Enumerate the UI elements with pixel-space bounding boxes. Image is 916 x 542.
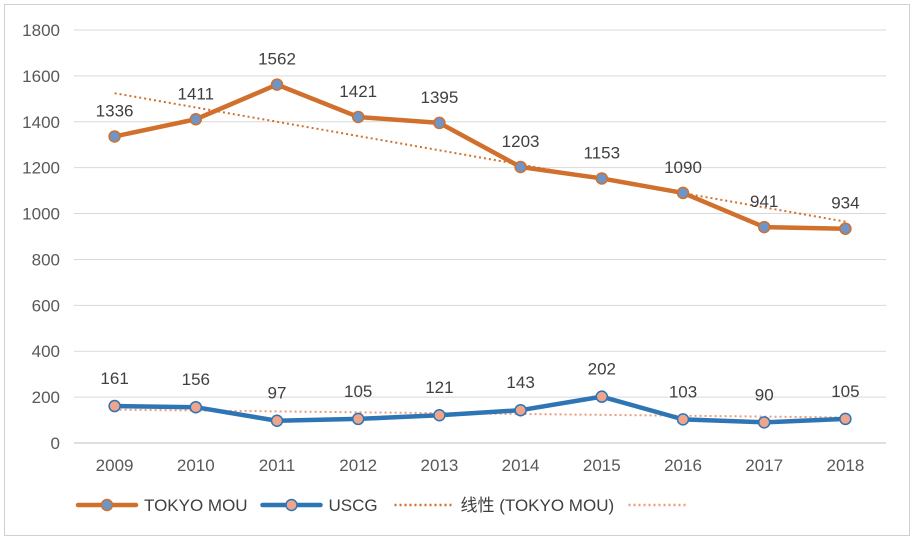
legend-entry: USCG [329, 496, 378, 515]
data-label: 934 [831, 194, 859, 213]
legend-entry: 线性 (TOKYO MOU) [461, 496, 615, 515]
data-point [189, 113, 203, 126]
series-line [112, 82, 848, 231]
trendline [114, 92, 846, 223]
y-tick-label: 200 [32, 388, 60, 407]
gridlines [74, 29, 886, 444]
x-tick-label: 2018 [826, 456, 864, 475]
x-tick-label: 2013 [420, 456, 458, 475]
data-label: 161 [100, 369, 128, 388]
data-label: 202 [588, 360, 616, 379]
legend-marker [100, 498, 114, 512]
data-label: 1562 [258, 50, 296, 69]
data-label: 90 [755, 385, 774, 404]
x-tick-label: 2015 [583, 456, 621, 475]
data-label: 1153 [584, 143, 621, 162]
series-lines [112, 82, 848, 425]
data-label: 105 [831, 382, 859, 401]
x-tick-label: 2012 [339, 456, 377, 475]
chart-frame [4, 4, 910, 536]
data-label: 143 [506, 373, 534, 392]
data-point [433, 116, 446, 130]
data-point [351, 412, 365, 426]
legend-entry: TOKYO MOU [144, 496, 248, 515]
data-point [514, 160, 527, 174]
x-axis-ticks: 2009 2010 2011 2012 2013 2014 2015 2016 2017 2018 [96, 456, 865, 475]
series-line [112, 394, 848, 425]
data-point [270, 414, 284, 427]
data-point [839, 222, 852, 235]
y-axis-ticks: 0 200 400 600 800 1000 1200 1400 1600 1800 [22, 21, 60, 453]
y-tick-label: 1200 [22, 159, 60, 178]
data-point [676, 413, 690, 426]
data-point [595, 390, 609, 403]
data-point [676, 186, 690, 200]
y-tick-label: 1000 [22, 205, 60, 224]
data-label: 1395 [420, 88, 458, 107]
data-label: 105 [344, 382, 372, 401]
legend-marker [285, 498, 298, 512]
data-point [270, 78, 284, 91]
y-tick-label: 0 [51, 434, 60, 453]
data-label: 97 [268, 384, 287, 403]
data-point [514, 403, 527, 417]
y-tick-label: 1600 [22, 67, 60, 86]
legend: TOKYO MOU USCG 线性 (TOKYO MOU) [75, 496, 687, 515]
data-point [189, 400, 203, 414]
x-tick-label: 2016 [664, 456, 702, 475]
data-point [351, 110, 365, 124]
y-tick-label: 400 [32, 342, 60, 361]
trendlines [114, 92, 846, 419]
data-label: 1421 [339, 82, 377, 101]
data-point [757, 416, 771, 429]
data-point [108, 130, 121, 143]
data-label: 941 [750, 192, 778, 211]
data-label: 1336 [96, 101, 134, 120]
data-point [108, 399, 121, 413]
x-tick-label: 2014 [502, 456, 540, 475]
y-tick-label: 1800 [22, 21, 60, 40]
data-point [757, 220, 771, 234]
series-markers [108, 78, 852, 429]
data-labels: 1336 1411 1562 1421 1395 1203 1153 1090 941 934 16… [96, 50, 860, 405]
y-tick-label: 600 [32, 296, 60, 315]
data-label: 1090 [664, 158, 702, 177]
data-label: 121 [425, 378, 453, 397]
y-tick-label: 800 [32, 250, 60, 269]
data-label: 1203 [502, 132, 540, 151]
data-label: 156 [182, 370, 210, 389]
y-tick-label: 1400 [22, 113, 60, 132]
data-label: 103 [669, 382, 697, 401]
x-tick-label: 2010 [177, 456, 215, 475]
data-label: 1411 [178, 84, 215, 103]
data-point [433, 408, 446, 422]
x-tick-label: 2017 [745, 456, 783, 475]
x-tick-label: 2009 [96, 456, 134, 475]
data-point [595, 172, 609, 185]
x-tick-label: 2011 [259, 456, 296, 475]
data-point [839, 412, 852, 426]
